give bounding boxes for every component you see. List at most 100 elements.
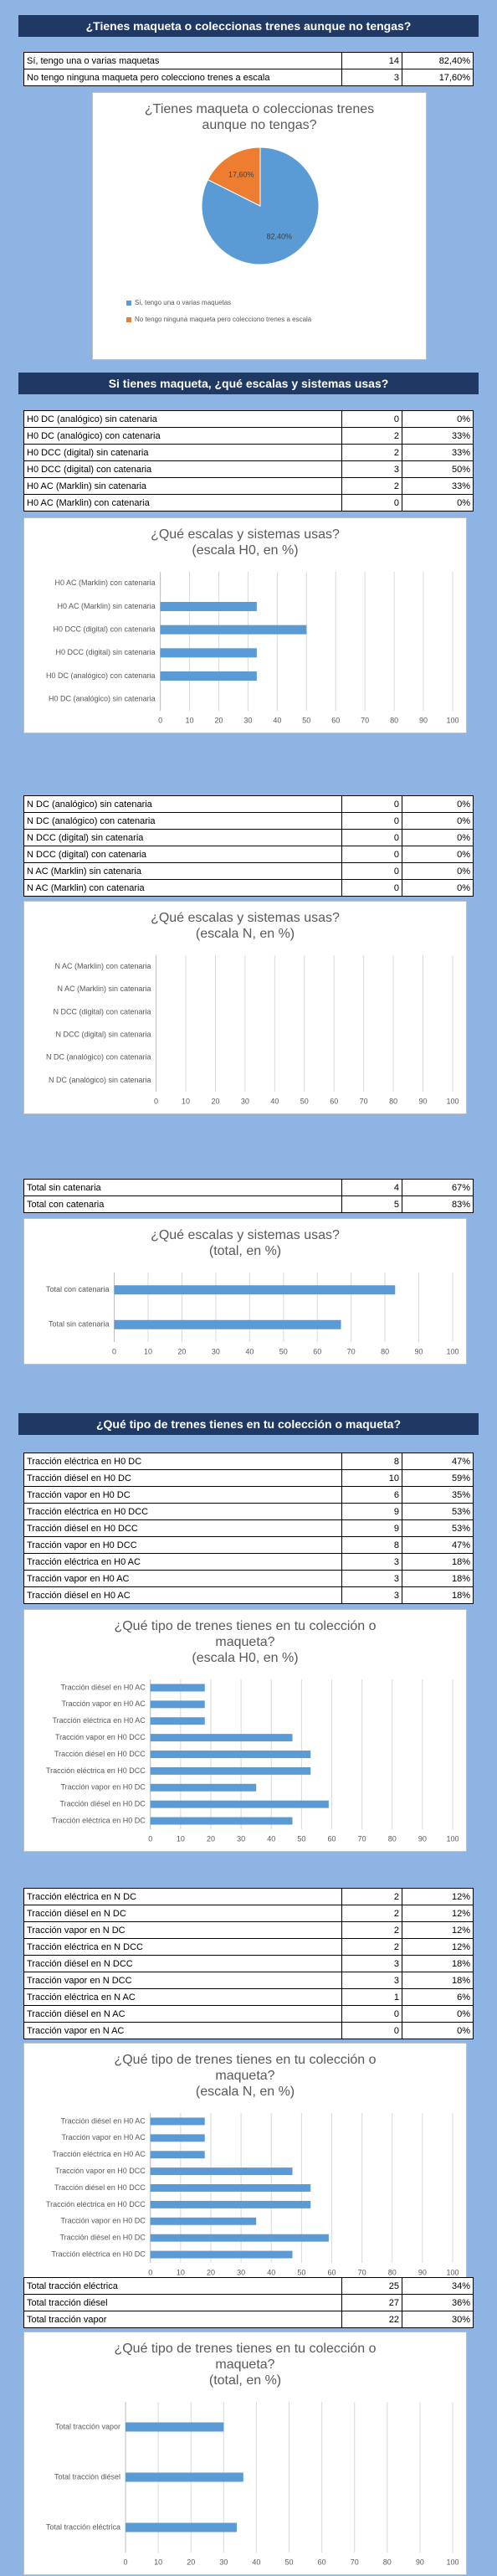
table-number: 3: [341, 1586, 402, 1604]
table-row: Total tracción eléctrica 25 34%: [23, 2277, 474, 2295]
data-table: N DC (analógico) sin catenaria 0 0% N DC (a…: [23, 795, 474, 897]
bar: [150, 2250, 293, 2259]
y-tick-label: Tracción diésel en H0 DCC: [54, 2183, 146, 2192]
table-label: N AC (Marklin) sin catenaria: [23, 862, 342, 880]
table-label: N DC (analógico) sin catenaria: [23, 795, 342, 813]
table-body: H0 DC (analógico) sin catenaria 0 0% H0 DC …: [23, 410, 474, 512]
table-number: 0%: [402, 862, 474, 880]
x-tick-label: 20: [177, 1347, 186, 1355]
x-tick-label: 70: [358, 1834, 366, 1843]
x-tick-label: 80: [388, 1834, 397, 1843]
table-label: Tracción eléctrica en H0 DC: [23, 1453, 342, 1470]
table-number: 12%: [402, 1905, 474, 1922]
table-number: 2: [341, 444, 402, 461]
slice-label: 82,40%: [267, 232, 293, 240]
y-tick-label: Total sin catenaria: [49, 1320, 110, 1329]
table-label: H0 DCC (digital) sin catenaria: [23, 444, 342, 461]
table-number: 6: [341, 1486, 402, 1504]
bar-chart: N DC (analógico) sin catenaria N DC (anal…: [46, 955, 459, 1105]
x-tick-label: 90: [419, 1097, 428, 1105]
table-number: 14: [341, 52, 402, 69]
chart-title-block: ¿Qué tipo de trenes tienes en tu colecci…: [95, 2052, 396, 2100]
y-tick-label: Tracción eléctrica en H0 DC: [52, 1816, 146, 1824]
x-tick-label: 90: [419, 716, 428, 724]
x-tick-label: 0: [154, 1097, 158, 1105]
table-number: 2: [341, 477, 402, 495]
table-number: 0%: [402, 846, 474, 863]
table-label: Tracción vapor en H0 AC: [23, 1570, 342, 1587]
pie-chart: 82,40% Sí, tengo una o varias maquetas 17,…: [126, 147, 320, 323]
x-tick-label: 50: [279, 1347, 288, 1355]
section-header: Si tienes maqueta, ¿qué escalas y sistem…: [18, 373, 479, 394]
table-number: 33%: [402, 444, 474, 461]
x-tick-label: 10: [177, 1834, 185, 1843]
x-tick-label: 90: [416, 2558, 424, 2566]
bar: [160, 625, 307, 635]
table-row: Tracción vapor en H0 DC 6 35%: [23, 1486, 474, 1504]
bar: [150, 1700, 205, 1709]
x-tick-label: 40: [252, 2558, 260, 2566]
table-number: 2: [341, 1905, 402, 1922]
table-number: 0: [341, 410, 402, 428]
bar: [150, 1817, 293, 1825]
x-tick-label: 0: [148, 1834, 152, 1843]
x-tick-label: 30: [243, 716, 252, 724]
table-body: N DC (analógico) sin catenaria 0 0% N DC (a…: [23, 795, 474, 897]
y-tick-label: N DCC (digital) sin catenaria: [56, 1030, 151, 1038]
x-tick-label: 40: [245, 1347, 254, 1355]
table-row: Tracción vapor en H0 AC 3 18%: [23, 1570, 474, 1587]
x-tick-label: 100: [446, 2558, 459, 2566]
table-number: 0: [341, 862, 402, 880]
table-label: N AC (Marklin) con catenaria: [23, 879, 342, 897]
data-table: Sí, tengo una o varias maquetas 14 82,40% N…: [23, 52, 474, 86]
table-label: Total con catenaria: [23, 1195, 342, 1213]
table-number: 0%: [402, 879, 474, 897]
x-tick-label: 80: [383, 2558, 392, 2566]
x-tick-label: 90: [418, 1834, 427, 1843]
table-number: 5: [341, 1195, 402, 1213]
table-label: Tracción eléctrica en N DCC: [23, 1938, 342, 1956]
legend-swatch: [126, 301, 131, 306]
table-row: Tracción diésel en H0 AC 3 18%: [23, 1586, 474, 1604]
y-tick-label: Tracción vapor en H0 DCC: [55, 1733, 146, 1741]
table-body: Sí, tengo una o varias maquetas 14 82,40% N…: [23, 52, 474, 86]
x-tick-label: 10: [154, 2558, 162, 2566]
x-tick-label: 30: [237, 2268, 245, 2276]
bar: [150, 1734, 293, 1742]
table-row: H0 AC (Marklin) con catenaria 0 0%: [23, 494, 474, 512]
y-tick-label: Tracción eléctrica en H0 DCC: [46, 2200, 146, 2208]
chart-title: ¿Qué tipo de trenes tienes en tu colecci…: [114, 2053, 377, 2083]
x-tick-label: 50: [297, 1834, 305, 1843]
table-number: 0: [341, 2022, 402, 2039]
table-row: Tracción diésel en N AC 0 0%: [23, 2005, 474, 2023]
table-label: N DCC (digital) con catenaria: [23, 846, 342, 863]
bar: [150, 1684, 205, 1692]
table-number: 3: [341, 460, 402, 478]
x-tick-label: 20: [211, 1097, 219, 1105]
x-tick-label: 0: [124, 2558, 128, 2566]
table-label: Tracción vapor en H0 DCC: [23, 1536, 342, 1554]
x-tick-label: 30: [212, 1347, 220, 1355]
table-number: 0%: [402, 494, 474, 512]
x-tick-label: 60: [327, 1834, 336, 1843]
table-label: Tracción diésel en H0 AC: [23, 1586, 342, 1604]
y-tick-label: Tracción vapor en H0 DC: [61, 1783, 146, 1792]
chart-title: ¿Qué escalas y sistemas usas?: [151, 527, 340, 542]
table-number: 59%: [402, 1469, 474, 1487]
bar: [150, 1783, 257, 1792]
chart-title-block: ¿Qué escalas y sistemas usas? (escala N, …: [95, 910, 396, 942]
chart-title-block: ¿Qué escalas y sistemas usas? (total, en …: [95, 1227, 396, 1259]
table-label: Tracción eléctrica en H0 DCC: [23, 1503, 342, 1520]
y-tick-label: H0 AC (Marklin) con catenaria: [55, 578, 156, 587]
chart-title-block: ¿Tienes maqueta o coleccionas trenes aun…: [134, 101, 385, 133]
chart-box: Tracción eléctrica en H0 DC Tracción diés…: [23, 1609, 467, 1852]
table-number: 9: [341, 1503, 402, 1520]
table-row: No tengo ninguna maqueta pero colecciono…: [23, 69, 474, 86]
table-row: Sí, tengo una o varias maquetas 14 82,40%: [23, 52, 474, 69]
chart-box: Total sin catenaria Total con catenaria 0 1…: [23, 1218, 467, 1365]
table-number: 53%: [402, 1503, 474, 1520]
chart-box: Total tracción eléctrica Total tracción d…: [23, 2332, 467, 2575]
x-tick-label: 50: [302, 716, 310, 724]
y-tick-label: H0 AC (Marklin) sin catenaria: [58, 602, 156, 610]
